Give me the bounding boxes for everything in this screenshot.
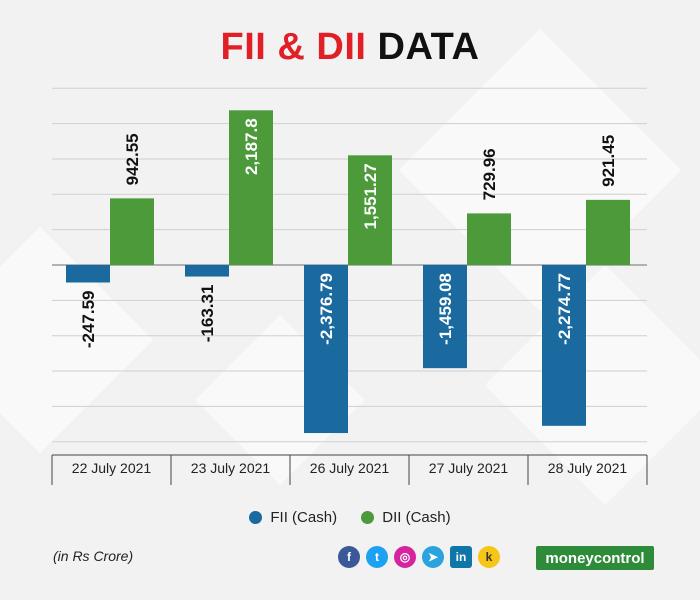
linkedin-icon[interactable]: in (450, 546, 472, 568)
data-label-dii: 1,551.27 (361, 163, 380, 229)
bar-dii (229, 110, 273, 265)
legend-item-fii: FII (Cash) (249, 509, 337, 526)
bar-fii (423, 265, 467, 369)
facebook-icon[interactable]: f (338, 546, 360, 568)
bar-fii (66, 265, 110, 283)
data-label-dii: 729.96 (480, 148, 499, 200)
unit-note: (in Rs Crore) (53, 548, 134, 564)
twitter-icon[interactable]: t (366, 546, 388, 568)
telegram-icon[interactable]: ➤ (422, 546, 444, 568)
instagram-icon[interactable]: ◎ (394, 546, 416, 568)
social-icons: f t ◎ ➤ in k (338, 546, 500, 568)
moneycontrol-logo: moneycontrol (536, 546, 654, 570)
legend-swatch-dii (361, 511, 375, 525)
data-label-dii: 2,187.8 (242, 118, 261, 175)
legend-label-dii: DII (Cash) (382, 508, 451, 526)
bar-dii (110, 198, 154, 265)
data-label-fii: -247.59 (79, 291, 98, 349)
title-part2: DATA (377, 26, 480, 68)
title-part1: FII & DII (220, 26, 367, 68)
bar-fii (185, 265, 229, 277)
x-tick-label: 27 July 2021 (429, 460, 509, 476)
data-label-fii: -2,376.79 (317, 273, 336, 345)
data-label-fii: -2,274.77 (555, 273, 574, 345)
bar-fii (542, 265, 586, 426)
bar-fii (304, 265, 348, 434)
x-tick-label: 22 July 2021 (72, 460, 152, 476)
koo-icon[interactable]: k (478, 546, 500, 568)
legend-swatch-fii (249, 511, 263, 525)
data-label-fii: -1,459.08 (436, 273, 455, 345)
bar-dii (467, 213, 511, 265)
data-label-dii: 921.45 (599, 135, 618, 187)
bar-dii (348, 155, 392, 265)
legend-label-fii: FII (Cash) (270, 508, 338, 526)
page-title: FII & DII DATA (0, 26, 700, 69)
x-tick-label: 28 July 2021 (548, 460, 628, 476)
data-label-fii: -163.31 (198, 285, 217, 343)
bar-dii (586, 199, 630, 265)
data-label-dii: 942.55 (123, 133, 142, 185)
legend-item-dii: DII (Cash) (361, 508, 451, 526)
legend: FII (Cash) DII (Cash) (0, 508, 700, 526)
x-tick-label: 23 July 2021 (191, 460, 271, 476)
x-tick-label: 26 July 2021 (310, 460, 390, 476)
